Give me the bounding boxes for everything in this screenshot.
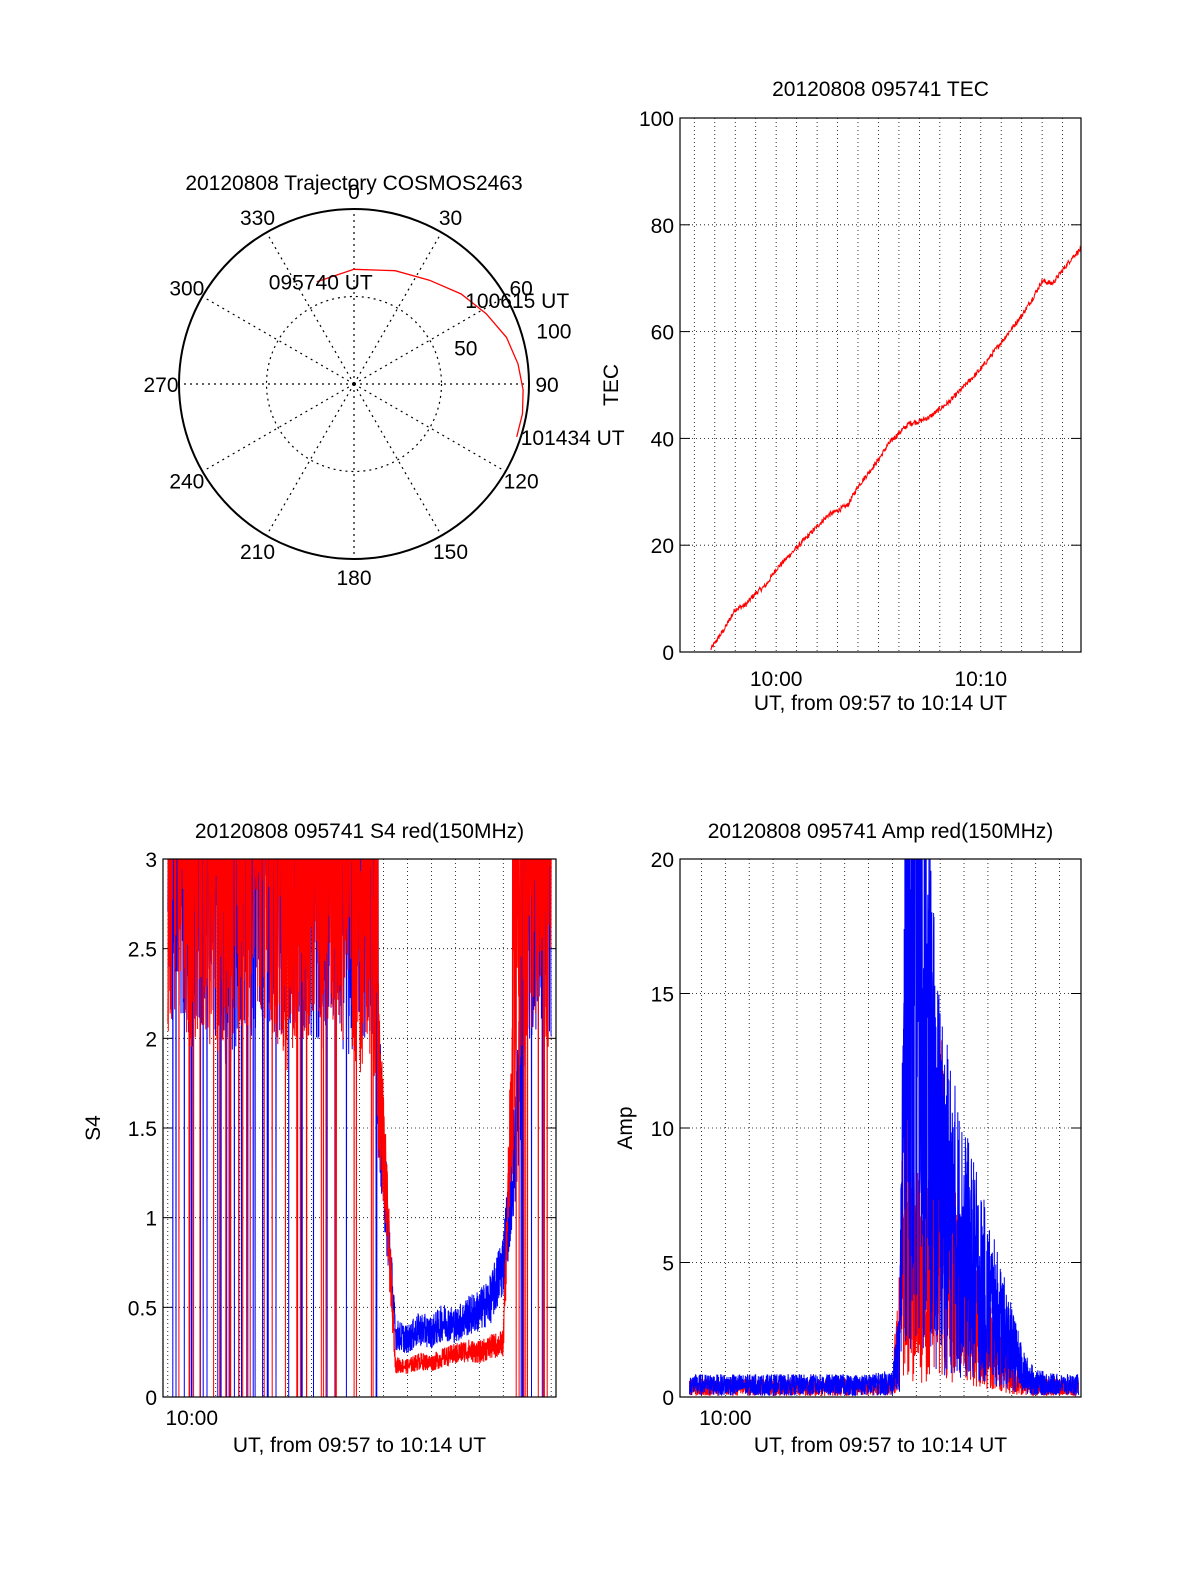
trajectory-line xyxy=(316,268,524,438)
polar-spoke xyxy=(353,295,506,385)
y-tick-label: 1.5 xyxy=(128,1118,157,1141)
azimuth-label: 150 xyxy=(433,541,468,564)
series-line xyxy=(689,1040,1080,1397)
x-axis-label: UT, from 09:57 to 10:14 UT xyxy=(754,1434,1007,1457)
y-tick-label: 60 xyxy=(651,322,674,345)
chart-title: 20120808 095741 Amp red(150MHz) xyxy=(708,820,1054,843)
series-group xyxy=(689,859,1080,1397)
elevation-label: 100 xyxy=(536,320,571,343)
series-group xyxy=(167,859,552,1397)
x-tick-label: 10:00 xyxy=(165,1407,218,1430)
polar-spoke xyxy=(202,383,355,473)
x-axis-label: UT, from 09:57 to 10:14 UT xyxy=(233,1434,486,1457)
polar-spoke xyxy=(353,383,443,536)
polar-spoke xyxy=(353,232,443,385)
grid xyxy=(680,859,1081,1397)
y-tick-label: 20 xyxy=(651,849,674,872)
trajectory-time-label: 100615 UT xyxy=(465,290,569,313)
y-tick-label: 0 xyxy=(145,1387,157,1410)
y-tick-label: 5 xyxy=(662,1253,674,1276)
polar-spoke xyxy=(265,383,355,536)
x-tick-label: 10:00 xyxy=(750,668,803,691)
y-tick-label: 10 xyxy=(651,1118,674,1141)
y-axis-label: Amp xyxy=(614,1106,637,1149)
y-tick-label: 40 xyxy=(651,428,674,451)
chart-title: 20120808 095741 S4 red(150MHz) xyxy=(195,820,524,843)
azimuth-label: 0 xyxy=(348,181,360,204)
grid xyxy=(680,118,1081,652)
polar-inner-ring xyxy=(265,295,443,473)
polar-spoke xyxy=(265,232,355,385)
plot-frame xyxy=(679,117,1082,653)
trajectory-time-label: 101434 UT xyxy=(521,427,625,450)
series-group xyxy=(710,245,1081,650)
trajectory-polar-panel: 20120808 Trajectory COSMOS2463 0 30 60 90 12… xyxy=(143,172,624,590)
trajectory-time-label: 095740 UT xyxy=(269,272,373,295)
polar-annotations: 095740 UT 100615 UT 101434 UT xyxy=(269,272,625,450)
polar-trajectory xyxy=(316,268,524,438)
polar-spoke xyxy=(202,295,355,385)
azimuth-label: 270 xyxy=(143,374,178,397)
polar-grid xyxy=(178,208,530,560)
y-axis-label: S4 xyxy=(82,1115,105,1141)
chart-title: 20120808 095741 TEC xyxy=(772,78,989,101)
y-tick-label: 100 xyxy=(639,108,674,131)
plot-frame xyxy=(162,858,557,1398)
polar-title: 20120808 Trajectory COSMOS2463 xyxy=(185,172,522,195)
x-axis-label: UT, from 09:57 to 10:14 UT xyxy=(754,692,1007,715)
y-tick-label: 20 xyxy=(651,535,674,558)
azimuth-label: 210 xyxy=(240,541,275,564)
s4-panel: 0 0.5 1 1.5 2 2.5 3 10:00 20120808 095741 S4 red… xyxy=(82,820,557,1457)
polar-azimuth-labels: 0 30 60 90 120 150 180 210 240 270 300 330 50 100 xyxy=(143,181,571,590)
y-tick-label: 1 xyxy=(145,1208,157,1231)
y-tick-label: 2.5 xyxy=(128,939,157,962)
azimuth-label: 90 xyxy=(535,374,558,397)
tec-panel: 0 20 40 60 80 100 10:00 10:10 20120808 095741 TE… xyxy=(600,78,1082,715)
y-tick-label: 0 xyxy=(662,1387,674,1410)
azimuth-label: 30 xyxy=(439,207,462,230)
x-tick-label: 10:10 xyxy=(954,668,1007,691)
series-line xyxy=(167,859,552,1397)
y-tick-label: 2 xyxy=(145,1028,157,1051)
y-tick-label: 15 xyxy=(651,984,674,1007)
elevation-label: 50 xyxy=(454,338,477,361)
azimuth-label: 300 xyxy=(169,278,204,301)
azimuth-label: 120 xyxy=(504,471,539,494)
series-line xyxy=(689,859,1080,1397)
series-line xyxy=(710,245,1081,650)
amp-panel: 0 5 10 15 20 10:00 20120808 095741 Amp red(150… xyxy=(614,820,1082,1457)
y-tick-label: 80 xyxy=(651,215,674,238)
y-tick-label: 0 xyxy=(662,642,674,665)
y-tick-label: 3 xyxy=(145,849,157,872)
azimuth-label: 330 xyxy=(240,207,275,230)
azimuth-label: 180 xyxy=(336,567,371,590)
plot-frame xyxy=(679,858,1082,1398)
azimuth-label: 60 xyxy=(509,278,532,301)
y-axis-label: TEC xyxy=(600,364,623,406)
y-tick-label: 0.5 xyxy=(128,1297,157,1320)
x-tick-label: 10:00 xyxy=(699,1407,752,1430)
polar-spoke xyxy=(353,383,506,473)
azimuth-label: 240 xyxy=(169,471,204,494)
